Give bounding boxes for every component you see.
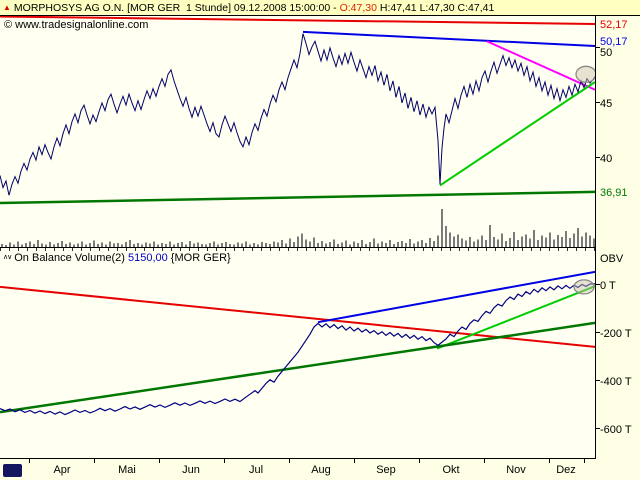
chart-title-bar: ▲ MORPHOSYS AG O.N. [MOR GER 1 Stunde] 0…: [0, 0, 640, 16]
axis-label: -400 T: [600, 375, 632, 388]
obv-axis[interactable]: OBV 0 T -200 T -400 T -600 T: [596, 248, 640, 459]
month-tick: [549, 459, 550, 463]
obv-resistance-trendline[interactable]: [0, 285, 595, 348]
axis-label: -200 T: [600, 327, 632, 340]
price-chart-panel[interactable]: © www.tradesignalonline.com: [0, 16, 596, 248]
steep-support-trendline[interactable]: [439, 81, 595, 187]
price-axis[interactable]: 52,17 50,17 50 45 40 36,91: [596, 16, 640, 248]
axis-label: -600 T: [600, 423, 632, 436]
obv-long-support-trendline[interactable]: [0, 321, 595, 414]
month-label-okt: Okt: [442, 464, 460, 476]
month-tick: [484, 459, 485, 463]
month-label-aug: Aug: [311, 464, 331, 476]
obv-line: [0, 283, 595, 416]
month-tick: [159, 459, 160, 463]
chart-title: MORPHOSYS AG O.N. [MOR GER 1 Stunde] 09.…: [13, 1, 340, 14]
axis-label: OBV: [600, 253, 624, 265]
axis-tick: [596, 47, 600, 49]
axis-tick: [596, 157, 600, 159]
axis-label: 45: [600, 97, 613, 110]
axis-tick: [596, 380, 600, 382]
month-label-jun: Jun: [182, 464, 200, 476]
upper-resistance-trendline[interactable]: [0, 16, 595, 25]
axis-label: 52,17: [600, 19, 628, 32]
instrument-triangle-icon: ▲: [3, 2, 11, 12]
axis-label: 36,91: [600, 186, 628, 199]
obv-panel[interactable]: ∧∨ On Balance Volume(2) 5150,00 {MOR GER…: [0, 248, 596, 459]
obv-indicator-label[interactable]: ∧∨ On Balance Volume(2) 5150,00 {MOR GER…: [3, 252, 231, 264]
month-tick: [419, 459, 420, 463]
time-axis[interactable]: Apr Mai Jun Jul Aug Sep Okt Nov Dez: [0, 459, 640, 480]
volume-bars: [1, 209, 595, 247]
indicator-symbol: {MOR GER}: [167, 252, 231, 264]
price-chart-svg[interactable]: [0, 16, 595, 247]
month-label-mai: Mai: [118, 464, 136, 476]
month-label-dez: Dez: [556, 464, 576, 476]
month-tick: [224, 459, 225, 463]
obv-breakout-trendline[interactable]: [317, 270, 595, 324]
indicator-value: 5150,00: [127, 252, 168, 264]
watermark-text: © www.tradesignalonline.com: [4, 19, 149, 31]
axis-tick: [596, 332, 600, 334]
descending-resistance-trendline[interactable]: [302, 30, 595, 47]
axis-tick: [596, 102, 600, 104]
axis-tick: [596, 428, 600, 430]
month-tick: [354, 459, 355, 463]
obv-chart-svg[interactable]: [0, 248, 595, 458]
tradesignal-logo-icon: [3, 464, 22, 477]
month-label-nov: Nov: [506, 464, 526, 476]
minor-tick-row: [0, 248, 595, 251]
obv-signal-circle[interactable]: [573, 279, 595, 295]
month-tick: [289, 459, 290, 463]
month-tick: [29, 459, 30, 463]
price-signal-circle[interactable]: [575, 65, 595, 83]
axis-label: 50: [600, 46, 613, 59]
axis-tick: [596, 284, 600, 286]
long-term-support-trendline[interactable]: [0, 190, 595, 205]
month-label-jul: Jul: [248, 464, 264, 476]
month-tick: [94, 459, 95, 463]
axis-label: 0 T: [600, 279, 616, 292]
axis-label: 50,17: [600, 36, 628, 49]
month-tick: [584, 459, 585, 463]
indicator-zigzag-icon: ∧∨: [3, 254, 12, 261]
breakdown-trendline[interactable]: [486, 40, 595, 91]
indicator-name: On Balance Volume(2): [14, 252, 128, 264]
month-label-sep: Sep: [376, 464, 396, 476]
open-value: O:47,30: [339, 1, 377, 14]
price-line: [0, 33, 595, 196]
obv-steep-support-trendline[interactable]: [436, 285, 595, 350]
hlc-values: H:47,41 L:47,30 C:47,41: [376, 1, 495, 14]
axis-label: 40: [600, 152, 613, 165]
month-label-apr: Apr: [53, 464, 71, 476]
